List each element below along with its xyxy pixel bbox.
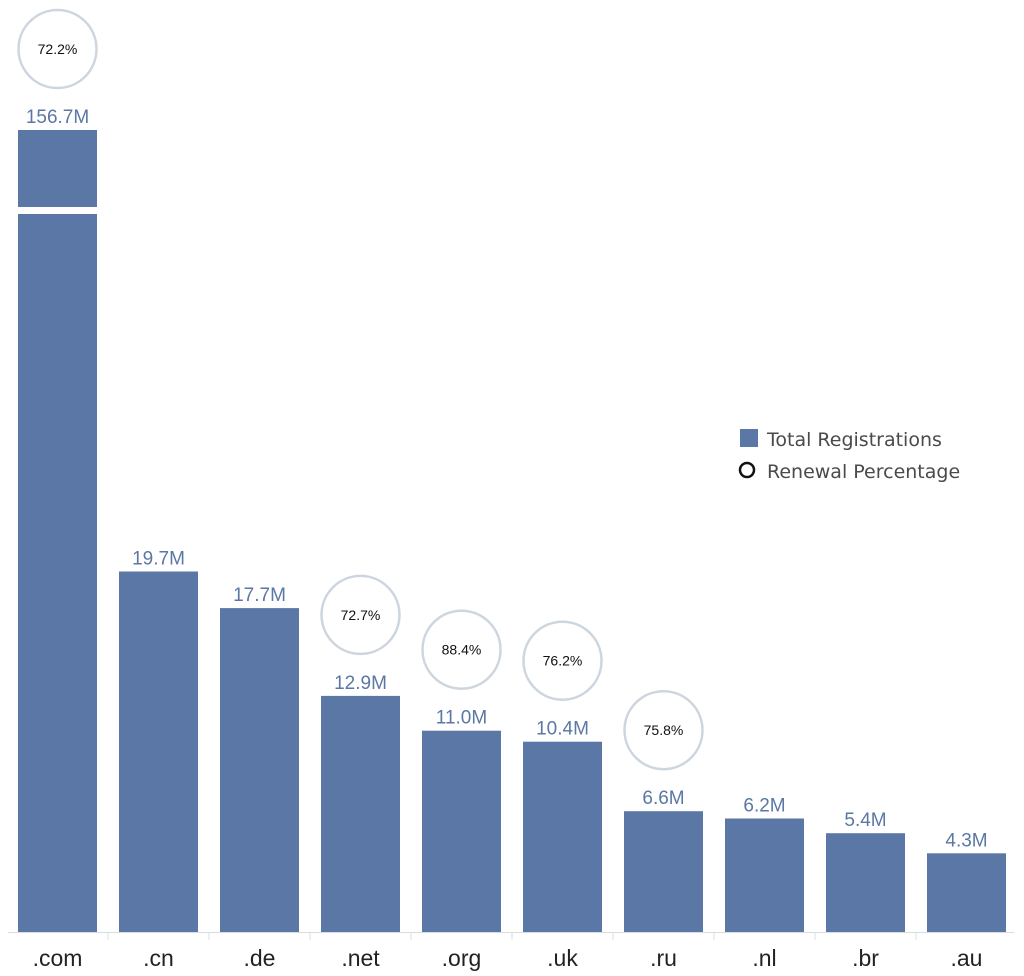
bar-net [321,695,400,932]
renewal-marker-org [421,609,502,690]
legend-label-renewal-percentage: Renewal Percentage [767,461,960,483]
tick-label-cn: .cn [143,945,174,971]
renewal-marker-net [320,574,401,656]
tick-label-br: .br [852,945,879,971]
legend-marker-renewal-percentage [738,461,756,479]
bar-au [927,853,1006,932]
legend-label-total-registrations: Total Registrations [766,429,942,451]
bar-uk [523,741,602,932]
bars-layer [17,130,1006,932]
bar-de [220,608,299,932]
renewal-marker-com [17,8,98,90]
renewal-label-uk: 76.2% [543,653,583,669]
axis-break-com [17,207,98,214]
value-label-net: 12.9M [334,673,387,694]
value-label-br: 5.4M [844,810,886,831]
value-label-nl: 6.2M [743,796,785,817]
renewal-label-org: 88.4% [442,642,482,658]
value-label-de: 17.7M [233,585,286,606]
bar-com [18,130,97,932]
tick-label-net: .net [341,945,380,971]
value-label-org: 11.0M [436,708,487,729]
renewal-markers-layer: 72.2% 72.7% 88.4% 76.2% 75.8% [17,8,704,771]
value-label-ru: 6.6M [642,788,684,809]
tick-label-uk: .uk [547,945,578,971]
tick-label-de: .de [244,945,276,971]
bar-cn [119,571,198,932]
value-label-cn: 19.7M [132,549,185,570]
value-labels-layer: 156.7M 19.7M 17.7M 12.9M 11.0M 10.4M 6.6M 6.2M 5… [26,107,988,851]
value-label-com: 156.7M [26,107,89,128]
tick-label-nl: .nl [752,945,776,971]
bar-nl [725,818,804,932]
bar-ru [624,811,703,932]
tick-label-ru: .ru [650,945,677,971]
legend: Total Registrations Renewal Percentage [738,429,960,483]
tick-label-org: .org [442,945,482,971]
renewal-label-net: 72.7% [341,607,381,623]
renewal-marker-uk [522,620,603,701]
value-label-uk: 10.4M [536,719,589,740]
tick-label-au: .au [951,945,983,971]
legend-swatch-total-registrations [740,429,758,447]
bar-org [422,730,501,932]
bar-br [826,833,905,932]
tick-label-com: .com [33,945,83,971]
x-axis: .com .cn .de .net .org .uk .ru .nl .br .au [8,932,1014,971]
renewal-label-com: 72.2% [38,41,78,57]
renewal-marker-ru [623,689,704,771]
renewal-label-ru: 75.8% [644,722,684,738]
value-label-au: 4.3M [945,830,987,851]
